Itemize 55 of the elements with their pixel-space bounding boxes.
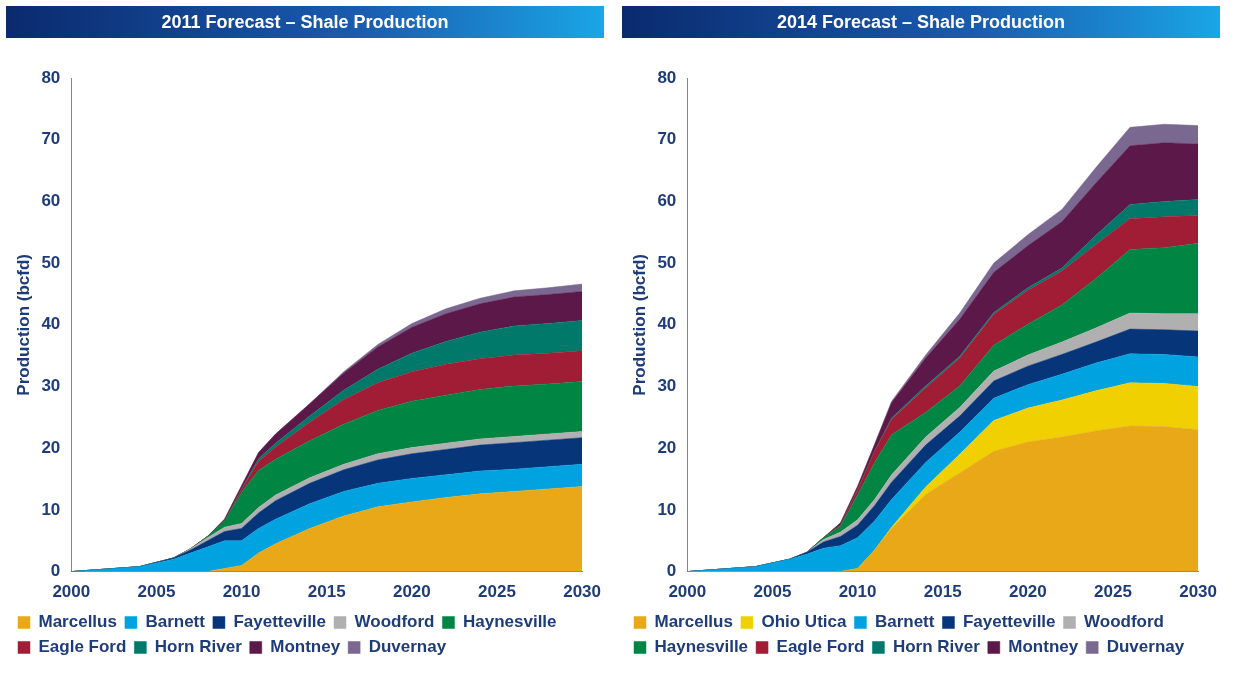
- y-tick-label: 30: [657, 376, 677, 396]
- legend-label: Fayetteville: [962, 612, 1056, 632]
- x-tick-label: 2030: [1179, 582, 1217, 602]
- y-tick-label: 20: [657, 437, 677, 457]
- y-tick-label: 70: [657, 129, 677, 149]
- legend-label: Woodford: [354, 612, 435, 632]
- x-tick-label: 2015: [923, 582, 962, 602]
- x-tick-label: 2010: [222, 582, 261, 602]
- legend-label: Barnett: [145, 612, 206, 632]
- legend-label: Duvernay: [1106, 637, 1185, 657]
- legend-label: Montney: [1008, 637, 1079, 657]
- legend-label: Montney: [270, 637, 341, 657]
- y-axis-title: Production (bcfd): [13, 253, 33, 396]
- chart-title: 2014 Forecast – Shale Production: [622, 6, 1220, 38]
- legend-label: Haynesville: [654, 637, 749, 657]
- y-axis-title: Production (bcfd): [629, 253, 649, 396]
- chart-title: 2011 Forecast – Shale Production: [6, 6, 604, 38]
- x-tick-label: 2005: [753, 582, 792, 602]
- legend-label: Haynesville: [462, 612, 557, 632]
- legend-label: Ohio Utica: [761, 612, 847, 632]
- x-tick-label: 2010: [838, 582, 877, 602]
- x-tick-label: 2000: [668, 582, 707, 602]
- x-tick-label: 2015: [307, 582, 346, 602]
- y-tick-label: 10: [41, 499, 61, 519]
- legend-label: Barnett: [874, 612, 935, 632]
- x-tick-label: 2030: [563, 582, 601, 602]
- legend-label: Eagle Ford: [38, 637, 127, 657]
- y-tick-label: 40: [41, 314, 61, 334]
- legend-label: Marcellus: [38, 612, 117, 632]
- legend-label: Woodford: [1084, 612, 1164, 632]
- x-tick-label: 2005: [137, 582, 176, 602]
- y-tick-label: 50: [657, 252, 677, 272]
- x-tick-label: 2025: [478, 582, 516, 602]
- y-tick-label: 80: [41, 67, 61, 87]
- y-tick-label: 30: [41, 376, 61, 396]
- y-tick-label: 70: [41, 129, 61, 149]
- y-tick-label: 80: [657, 67, 677, 87]
- legend-label: Horn River: [154, 637, 243, 657]
- x-tick-label: 2000: [52, 582, 91, 602]
- y-tick-label: 50: [41, 252, 61, 272]
- legend-label: Fayetteville: [233, 612, 327, 632]
- y-tick-label: 10: [657, 499, 677, 519]
- legend-label: Marcellus: [654, 612, 733, 632]
- y-tick-label: 40: [657, 314, 677, 334]
- y-tick-label: 60: [657, 191, 677, 211]
- y-tick-label: 20: [41, 437, 61, 457]
- legend-label: Horn River: [892, 637, 981, 657]
- legend-label: Eagle Ford: [776, 637, 865, 657]
- x-tick-label: 2020: [392, 582, 431, 602]
- y-tick-label: 0: [666, 561, 677, 581]
- legend-label: Duvernay: [368, 637, 447, 657]
- y-tick-label: 60: [41, 191, 61, 211]
- x-tick-label: 2020: [1008, 582, 1047, 602]
- x-tick-label: 2025: [1094, 582, 1132, 602]
- y-tick-label: 0: [50, 561, 61, 581]
